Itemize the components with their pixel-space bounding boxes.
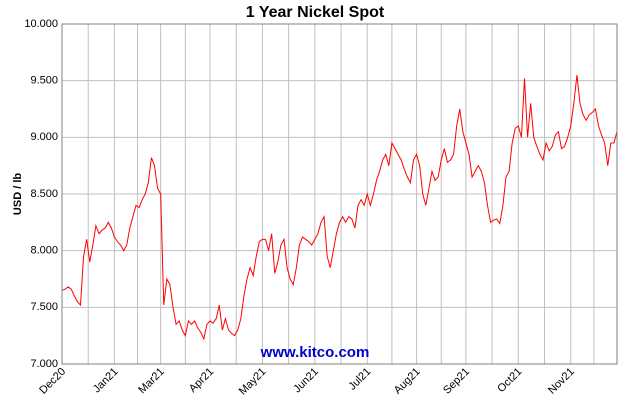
y-tick-label: 8.500 bbox=[30, 188, 58, 200]
x-tick-label: Apr21 bbox=[187, 366, 216, 395]
x-tick-label: Nov21 bbox=[546, 366, 577, 397]
x-tick-label: Jun21 bbox=[291, 366, 321, 396]
y-axis-label: USD / lb bbox=[12, 173, 24, 215]
plot-border bbox=[61, 23, 618, 365]
x-tick-label: Jan21 bbox=[91, 366, 121, 396]
x-tick-label: Dec20 bbox=[37, 366, 68, 397]
chart-title: 1 Year Nickel Spot bbox=[246, 4, 385, 21]
x-tick-label: Mar21 bbox=[136, 366, 167, 397]
y-tick-label: 10.000 bbox=[24, 18, 58, 30]
x-tick-label: Aug21 bbox=[392, 366, 423, 397]
y-tick-label: 7.500 bbox=[30, 301, 58, 313]
y-tick-label: 9.000 bbox=[30, 131, 58, 143]
x-tick-label: Sep21 bbox=[441, 366, 472, 397]
x-tick-label: Oct21 bbox=[495, 366, 524, 395]
price-line bbox=[61, 74, 618, 341]
x-tick-label: May21 bbox=[237, 366, 269, 398]
x-tick-label: Jul21 bbox=[346, 366, 373, 393]
y-tick-label: 8.000 bbox=[30, 245, 58, 257]
watermark: www.kitco.com bbox=[260, 344, 370, 361]
y-tick-label: 9.500 bbox=[30, 75, 58, 87]
y-tick-label: 7.000 bbox=[30, 358, 58, 370]
